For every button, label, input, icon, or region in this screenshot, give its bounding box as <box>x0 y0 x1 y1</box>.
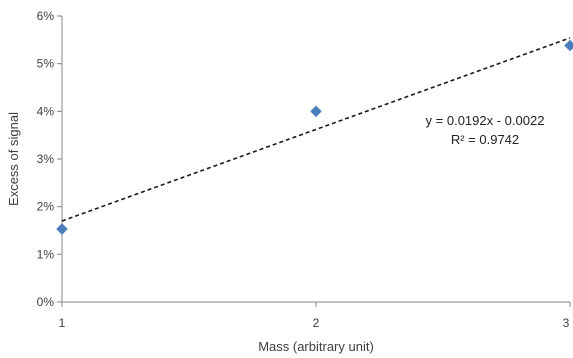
data-point <box>310 105 322 118</box>
x-tick-label: 2 <box>313 316 320 330</box>
x-ticks: 1 2 3 <box>59 302 571 330</box>
y-tick-label: 2% <box>37 200 55 214</box>
y-axis-title: Excess of signal <box>6 112 21 206</box>
trendline-equation: y = 0.0192x - 0.0022 <box>426 113 545 128</box>
y-tick-label: 1% <box>37 247 55 261</box>
data-points <box>56 39 573 235</box>
trendline-r2: R² = 0.9742 <box>451 132 519 147</box>
y-tick-label: 0% <box>37 295 55 309</box>
y-tick-label: 4% <box>37 104 55 118</box>
axes <box>61 16 570 303</box>
y-tick-label: 5% <box>37 57 55 71</box>
x-tick-label: 3 <box>563 316 570 330</box>
data-point <box>564 39 573 52</box>
x-axis-title: Mass (arbitrary unit) <box>258 339 374 354</box>
data-point <box>56 223 68 235</box>
x-tick-label: 1 <box>59 316 66 330</box>
y-ticks: 0% 1% 2% 3% 4% 5% 6% <box>37 9 62 309</box>
trendline <box>61 37 571 222</box>
y-tick-label: 6% <box>37 9 55 23</box>
y-tick-label: 3% <box>37 152 55 166</box>
